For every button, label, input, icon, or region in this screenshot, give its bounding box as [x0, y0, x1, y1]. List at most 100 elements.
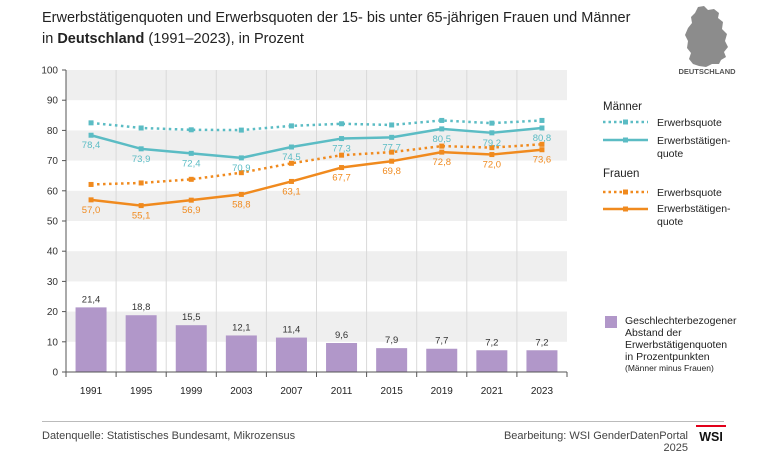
legend-marker-women-erwerbstaetigenquote	[623, 206, 628, 212]
bar-1991	[75, 307, 107, 372]
series-3-label-2007: 63,1	[282, 186, 301, 197]
series-3-point-2015	[389, 158, 395, 164]
legend-label-women-etq-line2: quote	[657, 216, 683, 228]
bar-2019	[426, 348, 458, 372]
series-2-point-2019	[439, 143, 445, 149]
series-1-label-2021: 79,2	[483, 138, 502, 149]
bar-label-1991: 21,4	[82, 294, 101, 305]
x-tick-label-2021: 2021	[481, 386, 504, 397]
legend-label-men-etq-line2: quote	[657, 148, 683, 160]
x-tick-label-1991: 1991	[80, 386, 103, 397]
x-tick-label-2007: 2007	[280, 386, 303, 397]
series-0-point-2003	[238, 127, 244, 133]
bar-1995	[125, 315, 157, 372]
legend-marker-men-erwerbsquote	[623, 119, 628, 125]
data-source: Datenquelle: Statistisches Bundesamt, Mi…	[42, 430, 296, 442]
y-tick-label: 100	[41, 66, 58, 77]
title-rest: (1991–2023), in Prozent	[144, 31, 304, 47]
series-0-point-2011	[339, 121, 345, 127]
y-tick-label: 90	[47, 96, 59, 107]
bar-2011	[326, 343, 358, 372]
legend: Männer Erwerbsquote Erwerbstätigen- quot…	[603, 101, 737, 373]
bar-2021	[476, 350, 508, 372]
series-3-point-2021	[489, 152, 495, 158]
legend-heading-women: Frauen	[603, 168, 639, 180]
series-1-label-2011: 77,3	[332, 144, 351, 155]
series-3-label-2003: 58,8	[232, 199, 251, 210]
x-tick-label-1995: 1995	[130, 386, 153, 397]
series-3-point-2019	[439, 149, 445, 155]
legend-label-women-etq-line1: Erwerbstätigen-	[657, 203, 731, 215]
series-0-point-2007	[288, 123, 294, 129]
bar-label-1995: 18,8	[132, 302, 151, 313]
bar-2003	[225, 335, 257, 372]
series-2-point-2015	[389, 149, 395, 155]
series-2-point-2003	[238, 170, 244, 176]
wsi-logo: WSI	[696, 425, 726, 443]
x-tick-label-2011: 2011	[331, 386, 353, 397]
series-3-point-2007	[288, 178, 294, 184]
series-1-point-1995	[138, 146, 144, 152]
bar-2023	[526, 350, 558, 372]
title-line-2: in Deutschland (1991–2023), in Prozent	[42, 29, 642, 50]
series-0-point-1995	[138, 125, 144, 131]
series-3-point-1999	[188, 197, 194, 203]
series-3-label-1991: 57,0	[82, 205, 101, 216]
series-3-point-1991	[88, 197, 94, 203]
bar-2015	[376, 348, 408, 372]
series-3-label-1995: 55,1	[132, 211, 151, 222]
x-tick-label-2023: 2023	[531, 386, 554, 397]
series-3-point-2023	[539, 147, 545, 153]
series-1-point-2019	[439, 126, 445, 132]
series-1-label-1999: 72,4	[182, 158, 201, 169]
legend-gap-line-3: Erwerbstätigenquoten	[625, 339, 727, 351]
series-2-point-2021	[489, 145, 495, 151]
bar-label-2003: 12,1	[232, 322, 251, 333]
legend-gap-line-1: Geschlechterbezogener	[625, 315, 737, 327]
footer-divider	[42, 421, 724, 422]
series-3-label-2021: 72,0	[483, 160, 502, 171]
title-country: Deutschland	[57, 31, 145, 47]
series-0-point-1991	[88, 120, 94, 126]
x-tick-label-2015: 2015	[381, 386, 404, 397]
bar-label-2015: 7,9	[385, 335, 398, 346]
series-2-point-2007	[288, 160, 294, 166]
series-2-point-2023	[539, 141, 545, 147]
chart-title: Erwerbstätigenquoten und Erwerbsquoten d…	[42, 8, 642, 50]
y-tick-label: 40	[47, 247, 59, 258]
bar-1999	[175, 325, 207, 372]
series-1-point-2003	[238, 155, 244, 161]
series-3-label-2023: 73,6	[533, 155, 552, 166]
bar-label-2007: 11,4	[283, 325, 301, 336]
y-tick-label: 10	[47, 337, 59, 348]
series-line-2	[91, 143, 543, 186]
series-1-label-2007: 74,5	[282, 152, 301, 163]
legend-marker-women-erwerbsquote	[623, 189, 628, 195]
x-tick-label-2003: 2003	[230, 386, 253, 397]
series-3-label-2011: 67,7	[332, 173, 351, 184]
series-1-label-2015: 77,7	[382, 142, 401, 153]
series-1-point-1999	[188, 150, 194, 156]
series-0-point-2015	[389, 122, 395, 128]
x-tick-label-1999: 1999	[180, 386, 203, 397]
series-1-label-1995: 73,9	[132, 154, 151, 165]
data-labels: 21,4 18,8 15,5 12,1 11,4 9,6 7,9 7,7 7,2 7,2 78,4 7…	[82, 133, 551, 348]
axes: 0 10 20 30 40 50 60 70 80 90 100 1991 1995 1999 2003 20…	[41, 66, 568, 397]
legend-marker-men-erwerbstaetigenquote	[623, 137, 628, 143]
series-2-point-1995	[138, 180, 144, 186]
legend-label-men-erwerbsquote: Erwerbsquote	[657, 117, 722, 129]
series-1-point-2023	[539, 125, 545, 131]
series-1-point-2007	[288, 144, 294, 150]
series-0-point-2021	[489, 120, 495, 126]
wsi-logo-text: WSI	[699, 430, 723, 443]
gap-bars	[75, 307, 558, 372]
series-2-point-1991	[88, 181, 94, 187]
legend-label-men-etq-line1: Erwerbstätigen-	[657, 135, 731, 147]
x-tick-label-2019: 2019	[431, 386, 454, 397]
y-tick-label: 20	[47, 307, 59, 318]
germany-map-icon: DEUTSCHLAND	[678, 6, 736, 76]
series-line-1	[90, 126, 543, 160]
legend-swatch-gap-bars	[605, 316, 617, 328]
series-1-label-2019: 80,5	[433, 134, 452, 145]
